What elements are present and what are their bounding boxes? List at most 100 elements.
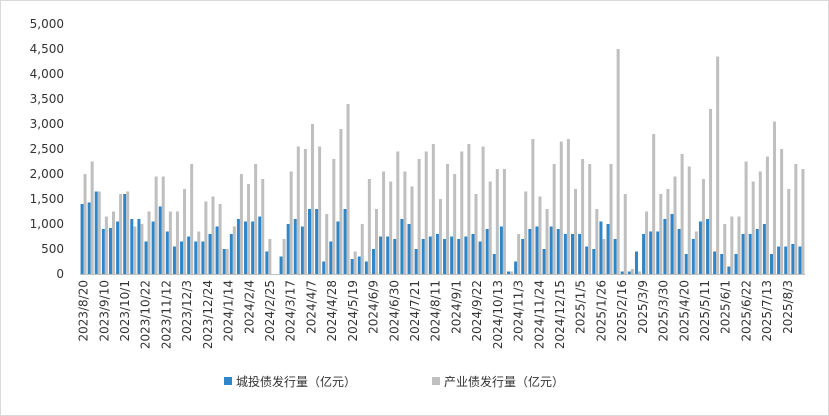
- chanye-bar: [353, 251, 357, 274]
- chengtou-bar: [485, 229, 489, 274]
- chanye-bar: [183, 189, 187, 274]
- chengtou-bar: [464, 236, 468, 274]
- x-tick-label: 2025/8/3: [781, 280, 795, 334]
- chengtou-bar: [108, 228, 112, 274]
- chengtou-bar: [492, 254, 496, 274]
- chengtou-bar: [293, 219, 297, 274]
- chanye-bar: [581, 159, 585, 274]
- chanye-bar: [218, 204, 222, 274]
- chengtou-bar: [450, 236, 454, 274]
- chanye-bar: [566, 139, 570, 274]
- x-tick-label: 2024/6/9: [367, 280, 381, 334]
- chanye-bar: [303, 149, 307, 274]
- chanye-bar: [147, 211, 151, 274]
- chengtou-bar: [606, 224, 610, 274]
- chengtou-bar: [101, 229, 105, 274]
- chengtou-bar: [421, 239, 425, 274]
- chengtou-bar: [215, 226, 219, 274]
- chanye-bar: [573, 189, 577, 274]
- chengtou-bar: [691, 239, 695, 274]
- chengtou-bar: [393, 239, 397, 274]
- chanye-bar: [133, 226, 137, 274]
- legend-swatch-chengtou: [224, 377, 232, 385]
- chengtou-bar: [784, 246, 788, 274]
- chengtou-bar: [201, 241, 205, 274]
- chanye-bar: [154, 176, 158, 274]
- x-tick-label: 2025/6/1: [719, 280, 733, 334]
- chengtou-bar: [478, 241, 482, 274]
- x-tick-label: 2025/1/5: [574, 280, 588, 334]
- chanye-bar: [232, 226, 236, 274]
- x-tick-label: 2023/8/20: [77, 280, 91, 342]
- chengtou-bar: [670, 214, 674, 274]
- chengtou-bar: [514, 261, 518, 274]
- chanye-bar: [90, 161, 94, 274]
- chengtou-bar: [407, 224, 411, 274]
- chanye-bar: [680, 154, 684, 274]
- chengtou-bar: [265, 251, 269, 274]
- chengtou-bar: [727, 266, 731, 274]
- chengtou-bar: [585, 246, 589, 274]
- x-tick-label: 2024/4/28: [325, 280, 339, 342]
- chengtou-bar: [165, 231, 169, 274]
- chanye-bar: [446, 164, 450, 274]
- chengtou-bar: [315, 209, 319, 274]
- chanye-bar: [517, 234, 521, 274]
- y-axis: 0 500 1,000 1,500 2,000 2,500 3,000 3,500 4,000 4…: [30, 17, 64, 281]
- chanye-bar: [659, 194, 663, 274]
- chengtou-bar: [350, 259, 354, 274]
- chanye-bar: [111, 211, 115, 274]
- chanye-bar: [744, 161, 748, 274]
- x-tick-label: 2025/1/26: [594, 280, 608, 342]
- chanye-bar: [694, 231, 698, 274]
- y-tick-label: 3,500: [30, 92, 64, 106]
- chengtou-bar: [499, 226, 503, 274]
- chengtou-bar: [336, 221, 340, 274]
- y-tick-label: 1,000: [30, 217, 64, 231]
- y-tick-label: 5,000: [30, 17, 64, 31]
- chanye-bar: [538, 196, 542, 274]
- chengtou-bar: [137, 219, 141, 274]
- chanye-bar: [161, 176, 165, 274]
- chengtou-bar: [549, 226, 553, 274]
- chengtou-bar: [741, 234, 745, 274]
- chengtou-bar: [642, 234, 646, 274]
- chanye-bar: [510, 271, 514, 274]
- chanye-bar: [247, 184, 251, 274]
- chengtou-bar: [87, 202, 91, 274]
- chengtou-bar: [428, 236, 432, 274]
- x-tick-label: 2023/9/10: [97, 280, 111, 342]
- chanye-bar: [495, 169, 499, 274]
- chanye-bar: [637, 271, 641, 274]
- chengtou-bar: [229, 234, 233, 274]
- legend-label-chanye: 产业债发行量（亿元）: [444, 374, 564, 389]
- chanye-bar: [83, 174, 87, 274]
- chanye-bar: [502, 169, 506, 274]
- chengtou-bar: [443, 239, 447, 274]
- chanye-bar: [311, 124, 315, 274]
- x-tick-label: 2024/9/22: [470, 280, 484, 342]
- x-tick-label: 2024/6/30: [387, 280, 401, 342]
- chengtou-bar: [770, 254, 774, 274]
- x-tick-label: 2025/6/22: [739, 280, 753, 342]
- chanye-bar: [723, 224, 727, 274]
- chengtou-bar: [251, 221, 255, 274]
- chengtou-bar: [379, 236, 383, 274]
- chanye-bar: [190, 164, 194, 274]
- chanye-bar: [616, 49, 620, 274]
- chengtou-bar: [286, 224, 290, 274]
- chengtou-bar: [649, 231, 653, 274]
- chanye-bar: [687, 166, 691, 274]
- chanye-bar: [709, 109, 713, 274]
- chanye-bar: [588, 164, 592, 274]
- x-tick-label: 2024/8/11: [429, 280, 443, 342]
- x-tick-label: 2024/10/13: [491, 280, 505, 349]
- chanye-bar: [168, 211, 172, 274]
- chengtou-bar: [144, 241, 148, 274]
- chanye-bar: [211, 196, 215, 274]
- y-tick-label: 500: [41, 242, 64, 256]
- chanye-bar: [339, 129, 343, 274]
- chengtou-bar: [613, 239, 617, 274]
- chanye-bar: [787, 189, 791, 274]
- chanye-bar: [460, 151, 464, 274]
